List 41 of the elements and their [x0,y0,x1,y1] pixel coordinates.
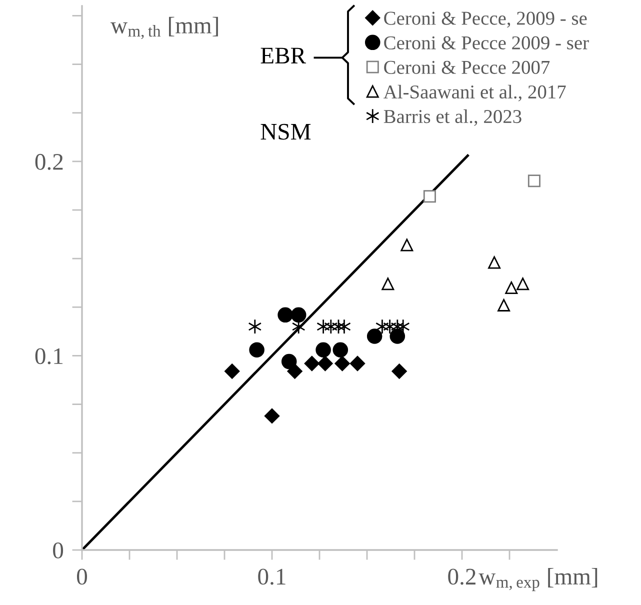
point [304,356,320,372]
point [400,238,414,252]
y-axis-title: w$_{m,th}$ [mm] [110,16,218,40]
point [423,190,436,203]
point [350,356,366,372]
point [366,328,382,344]
point [337,318,351,334]
point [390,328,406,344]
point [318,356,333,372]
legend-label: Ceroni & Pecce 2007 [384,60,550,74]
point [516,278,530,290]
point [382,278,394,290]
annotation: EBR [260,48,306,64]
x-tick-label: 0.2 [448,568,476,585]
x-tick-label: 0 [76,568,88,585]
y-tick-label: 0.2 [35,154,63,170]
legend-label: Ceroni & Pecce, 2009 - se [384,12,587,28]
point [528,174,540,188]
point [396,318,410,334]
point [316,342,331,358]
legend-label: Barris et al., 2023 [384,109,522,126]
point [392,364,407,379]
point [278,307,293,323]
point [264,408,280,424]
point [290,307,306,323]
legend-label: Al-Saawani et al., 2017 [384,84,566,102]
annotation: NSM [260,124,311,140]
point [249,342,264,358]
point [281,354,297,370]
point [505,281,518,294]
x-axis-title: w$_{m,exp}$ [mm] [478,568,598,592]
x-tick-label: 0.1 [258,568,286,585]
point [248,318,262,334]
y-tick-label: 0 [53,542,64,558]
legend-label: Ceroni & Pecce 2009 - ser [384,36,589,50]
point [332,342,348,358]
y-tick-label: 0.1 [35,348,63,364]
point [488,256,501,269]
point [224,364,240,379]
point [498,298,510,312]
point [334,356,350,372]
